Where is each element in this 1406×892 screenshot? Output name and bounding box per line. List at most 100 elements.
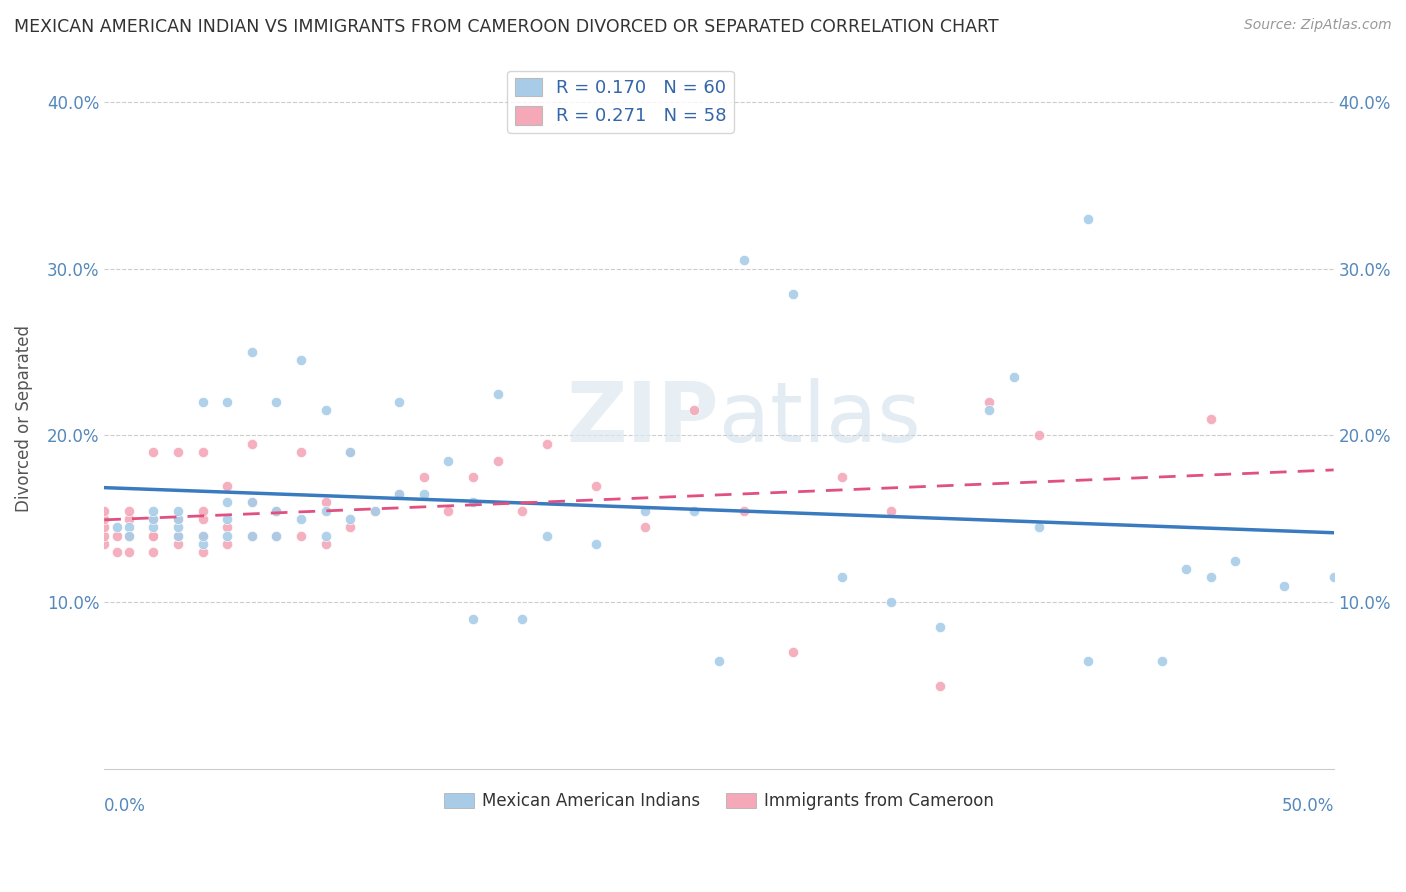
Text: 0.0%: 0.0% (104, 797, 146, 815)
Point (339, 512, 361, 526)
Point (191, 528, 214, 542)
Point (364, 503, 387, 517)
Point (536, 437, 558, 451)
Point (1077, 654, 1099, 668)
Point (1225, 553, 1247, 567)
Point (634, 520, 657, 534)
Point (388, 487, 411, 501)
Point (585, 537, 607, 551)
Point (733, 253, 755, 268)
Point (142, 512, 165, 526)
Point (142, 545, 165, 559)
Point (142, 520, 165, 534)
Point (217, 512, 239, 526)
Point (167, 512, 190, 526)
Point (412, 487, 434, 501)
Point (240, 495, 263, 509)
Point (93, 503, 115, 517)
Point (93, 520, 115, 534)
Point (105, 545, 128, 559)
Text: MEXICAN AMERICAN INDIAN VS IMMIGRANTS FROM CAMEROON DIVORCED OR SEPARATED CORREL: MEXICAN AMERICAN INDIAN VS IMMIGRANTS FR… (14, 18, 998, 36)
Point (339, 445, 361, 459)
Point (191, 395, 214, 409)
Point (880, 595, 903, 609)
Text: Source: ZipAtlas.com: Source: ZipAtlas.com (1244, 18, 1392, 32)
Point (217, 537, 239, 551)
Point (929, 679, 952, 693)
Point (437, 503, 460, 517)
Point (142, 445, 165, 459)
Point (191, 512, 214, 526)
Text: 50.0%: 50.0% (1281, 797, 1334, 815)
Point (290, 353, 312, 368)
Point (118, 520, 141, 534)
Point (167, 512, 190, 526)
Point (93, 512, 115, 526)
Point (510, 503, 533, 517)
Point (217, 395, 239, 409)
Point (1150, 654, 1173, 668)
Point (315, 503, 337, 517)
Point (266, 503, 288, 517)
Point (461, 470, 484, 484)
Point (167, 528, 190, 542)
Point (1077, 211, 1099, 226)
Point (118, 528, 141, 542)
Point (240, 528, 263, 542)
Point (461, 612, 484, 626)
Point (240, 437, 263, 451)
Point (1274, 579, 1296, 593)
Point (979, 395, 1001, 409)
Point (929, 620, 952, 634)
Point (437, 453, 460, 467)
Point (290, 528, 312, 542)
Point (118, 545, 141, 559)
Point (118, 512, 141, 526)
Point (1028, 428, 1050, 442)
Point (217, 495, 239, 509)
Point (364, 503, 387, 517)
Point (266, 528, 288, 542)
Point (167, 528, 190, 542)
Point (1028, 520, 1050, 534)
Point (167, 503, 190, 517)
Point (290, 445, 312, 459)
Point (315, 495, 337, 509)
Point (167, 445, 190, 459)
Point (585, 478, 607, 492)
Point (240, 528, 263, 542)
Point (93, 537, 115, 551)
Point (118, 528, 141, 542)
Point (142, 528, 165, 542)
Point (191, 503, 214, 517)
Point (733, 503, 755, 517)
Point (388, 395, 411, 409)
Point (1199, 570, 1222, 584)
Point (1199, 412, 1222, 426)
Legend: R = 0.170   N = 60, R = 0.271   N = 58: R = 0.170 N = 60, R = 0.271 N = 58 (508, 70, 734, 133)
Point (118, 503, 141, 517)
Point (142, 503, 165, 517)
Point (1175, 562, 1198, 576)
Point (167, 520, 190, 534)
Point (339, 445, 361, 459)
Point (167, 537, 190, 551)
Point (240, 345, 263, 359)
Point (486, 453, 509, 467)
Point (266, 528, 288, 542)
Point (315, 528, 337, 542)
Point (105, 520, 128, 534)
Text: ZIP: ZIP (567, 378, 718, 459)
Point (266, 503, 288, 517)
Point (412, 470, 434, 484)
Point (634, 503, 657, 517)
Point (979, 403, 1001, 417)
Point (486, 386, 509, 401)
Point (315, 537, 337, 551)
Point (339, 520, 361, 534)
Point (142, 528, 165, 542)
Point (191, 537, 214, 551)
Point (191, 445, 214, 459)
Point (880, 503, 903, 517)
Point (266, 395, 288, 409)
